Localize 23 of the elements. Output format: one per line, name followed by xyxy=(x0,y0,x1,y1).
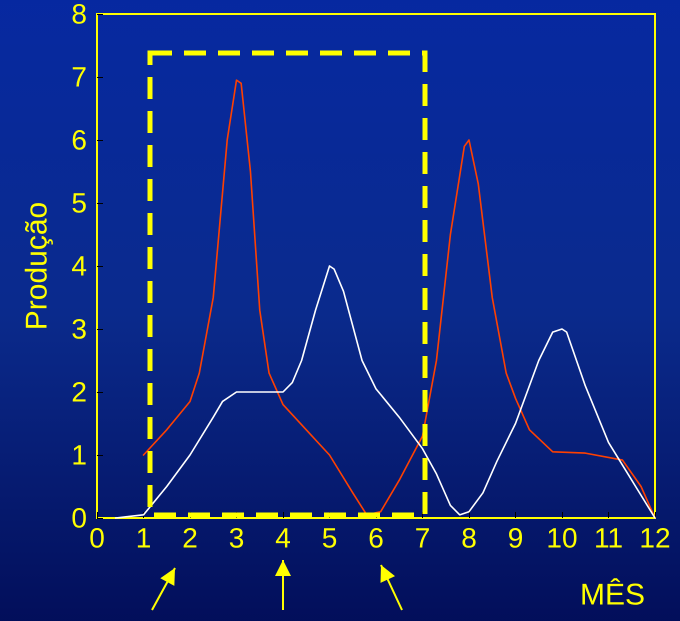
x-tick-label: 2 xyxy=(182,522,198,554)
x-tick-label: 9 xyxy=(508,522,524,554)
y-tick-label: 8 xyxy=(71,0,87,30)
y-tick-label: 1 xyxy=(71,440,87,470)
y-tick-label: 7 xyxy=(71,62,87,92)
x-tick-label: 6 xyxy=(368,522,384,554)
x-axis-title: MÊS xyxy=(580,578,645,612)
y-tick-label: 5 xyxy=(71,188,87,218)
y-tick-label: 4 xyxy=(71,250,87,282)
y-tick-label: 2 xyxy=(71,376,87,408)
x-tick-label: 11 xyxy=(594,522,624,554)
y-axis-title: Produção xyxy=(20,202,54,330)
y-tick-label: 0 xyxy=(71,502,87,534)
x-tick-label: 3 xyxy=(228,522,244,554)
x-tick-label: 12 xyxy=(639,522,671,554)
x-tick-label: 5 xyxy=(322,522,338,554)
x-tick-label: 10 xyxy=(546,522,578,554)
y-tick-label: 6 xyxy=(71,124,87,156)
x-tick-label: 4 xyxy=(275,522,291,554)
x-tick-label: 8 xyxy=(461,522,477,554)
x-tick-label: 7 xyxy=(414,522,430,554)
x-tick-label: 1 xyxy=(136,522,152,554)
y-tick-label: 3 xyxy=(71,314,87,344)
